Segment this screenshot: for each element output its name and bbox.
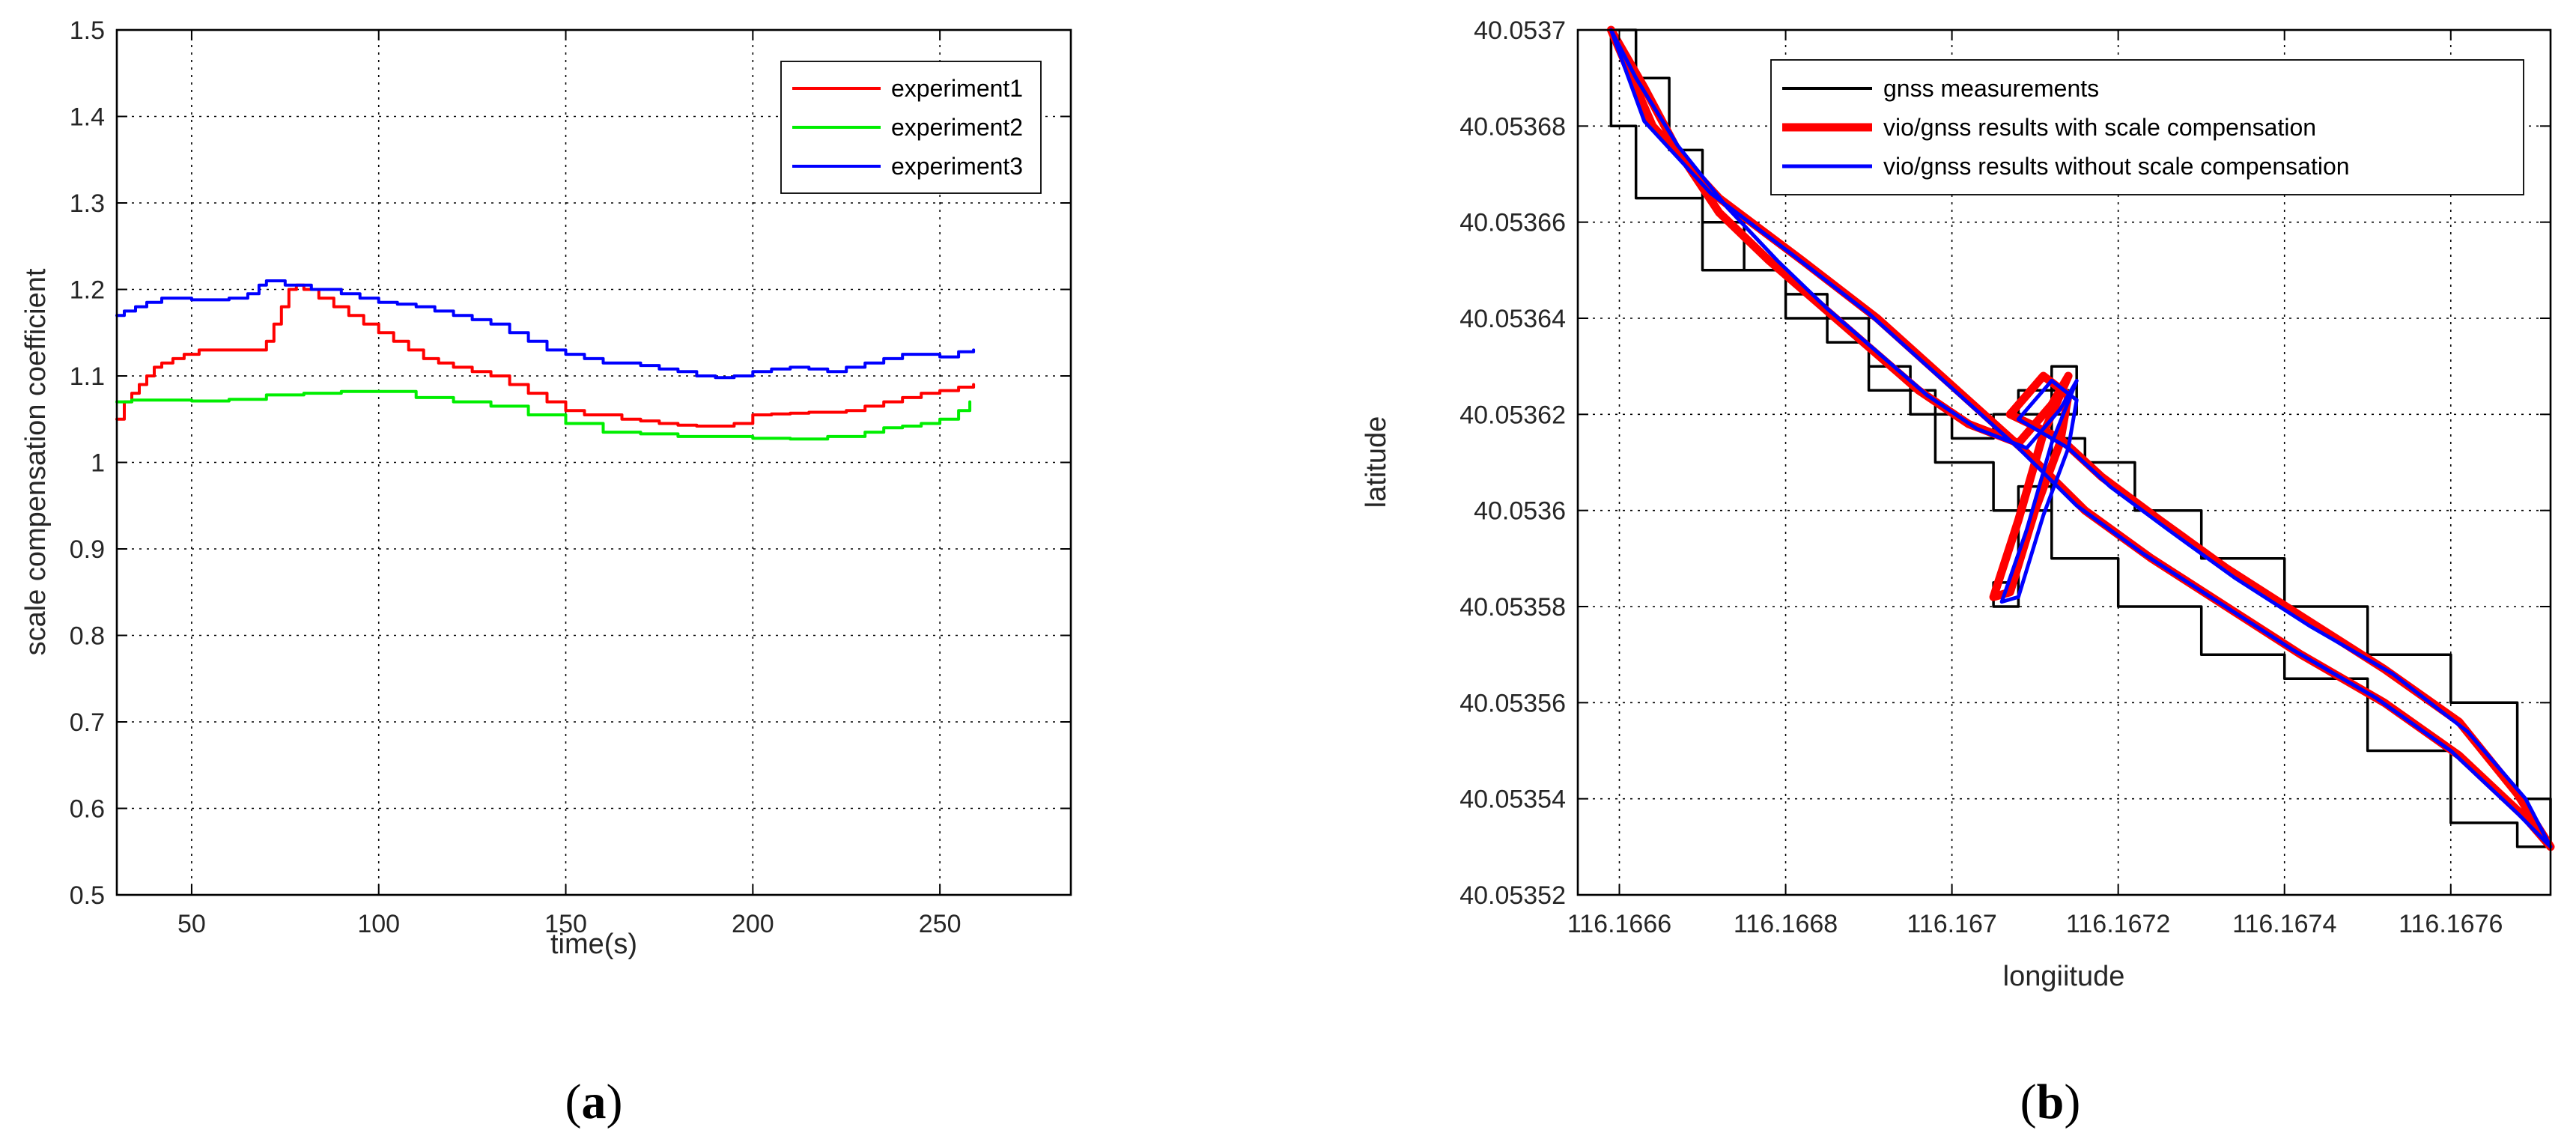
- x-tick-label: 50: [177, 910, 206, 938]
- y-tick-label: 1.4: [70, 103, 105, 132]
- x-tick-label: 116.1676: [2399, 910, 2503, 938]
- y-tick-label: 40.05358: [1459, 593, 1566, 622]
- chart-a: 50 100 150 200 250 0.5 0.6 0.7 0.8 0.9 1 1.1 1.2 1.3…: [20, 16, 1072, 1129]
- y-tick-label: 40.05368: [1459, 112, 1566, 141]
- legend-label-experiment2: experiment2: [891, 114, 1023, 141]
- x-tick-label: 100: [357, 910, 400, 938]
- y-tick-label: 1.3: [70, 189, 105, 218]
- caption-b: (b): [2020, 1075, 2081, 1129]
- legend-label-with-scale-compensation: vio/gnss results with scale compensation: [1883, 114, 2316, 141]
- x-tick-label: 116.1672: [2066, 910, 2170, 938]
- series-line-experiment1: [115, 283, 976, 428]
- caption-b-letter: b: [2037, 1075, 2065, 1129]
- chart-b-legend-box: [1770, 59, 2524, 195]
- series-line-experiment2: [115, 389, 972, 441]
- chart-b-legend: gnss measurements vio/gnss results with …: [1770, 59, 2524, 195]
- x-tick-label: 250: [919, 910, 962, 938]
- legend-label-experiment3: experiment3: [891, 153, 1023, 180]
- x-tick-label: 116.1668: [1734, 910, 1838, 938]
- chart-b-ylabel: latitude: [1361, 416, 1392, 508]
- chart-b: 116.1666 116.1668 116.167 116.1672 116.1674 1…: [1361, 16, 2555, 1129]
- y-tick-label: 0.6: [70, 795, 105, 824]
- legend-label-without-scale-compensation: vio/gnss results without scale compensat…: [1883, 153, 2350, 180]
- y-tick-label: 1.5: [70, 16, 105, 45]
- y-tick-label: 40.05354: [1459, 786, 1566, 814]
- y-tick-label: 1.2: [70, 276, 105, 305]
- chart-b-x-ticks: 116.1666 116.1668 116.167 116.1672 116.1674 1…: [1567, 30, 2503, 938]
- chart-b-series: [1606, 25, 2555, 851]
- y-tick-label: 40.05366: [1459, 209, 1566, 237]
- y-tick-label: 40.05352: [1459, 881, 1566, 910]
- y-tick-label: 0.7: [70, 708, 105, 737]
- x-tick-label: 150: [544, 910, 587, 938]
- series-line-gnss-measurements: [1609, 28, 2552, 848]
- chart-a-x-ticks: 50 100 150 200 250: [177, 30, 962, 938]
- y-tick-label: 0.9: [70, 535, 105, 564]
- chart-a-xlabel: time(s): [550, 929, 637, 960]
- y-tick-label: 0.8: [70, 622, 105, 651]
- legend-label-experiment1: experiment1: [891, 75, 1023, 102]
- x-tick-label: 116.1666: [1567, 910, 1671, 938]
- chart-b-xlabel: longiitude: [2003, 961, 2125, 992]
- chart-a-ylabel: scale compensation coefficient: [20, 268, 52, 655]
- y-tick-label: 1.1: [70, 362, 105, 391]
- y-tick-label: 40.05356: [1459, 689, 1566, 717]
- y-tick-label: 40.0536: [1474, 497, 1566, 526]
- y-tick-label: 40.0537: [1474, 16, 1566, 45]
- chart-a-y-ticks: 0.5 0.6 0.7 0.8 0.9 1 1.1 1.2 1.3 1.4 1.5: [70, 16, 1071, 910]
- legend-label-gnss-measurements: gnss measurements: [1883, 75, 2099, 102]
- x-tick-label: 116.1674: [2232, 910, 2336, 938]
- chart-a-series: [115, 279, 976, 441]
- series-line-vio-gnss-results-without-scale-compensation: [1609, 28, 2553, 849]
- y-tick-label: 40.05362: [1459, 401, 1566, 429]
- chart-b-y-ticks: 40.0535240.0535440.0535640.0535840.05364…: [1459, 16, 2551, 910]
- y-tick-label: 40.05364: [1459, 305, 1566, 333]
- chart-a-frame: [115, 28, 1072, 896]
- y-tick-label: 1: [91, 449, 105, 478]
- series-line-experiment3: [115, 279, 976, 380]
- chart-a-legend: experiment1 experiment2 experiment3: [780, 61, 1042, 194]
- y-tick-label: 0.5: [70, 881, 105, 910]
- chart-b-frame: [1576, 28, 2552, 896]
- chart-a-grid: [117, 29, 1071, 896]
- x-tick-label: 116.167: [1907, 910, 1996, 938]
- x-tick-label: 200: [732, 910, 774, 938]
- caption-a: (a): [565, 1075, 623, 1129]
- caption-a-letter: a: [582, 1075, 607, 1129]
